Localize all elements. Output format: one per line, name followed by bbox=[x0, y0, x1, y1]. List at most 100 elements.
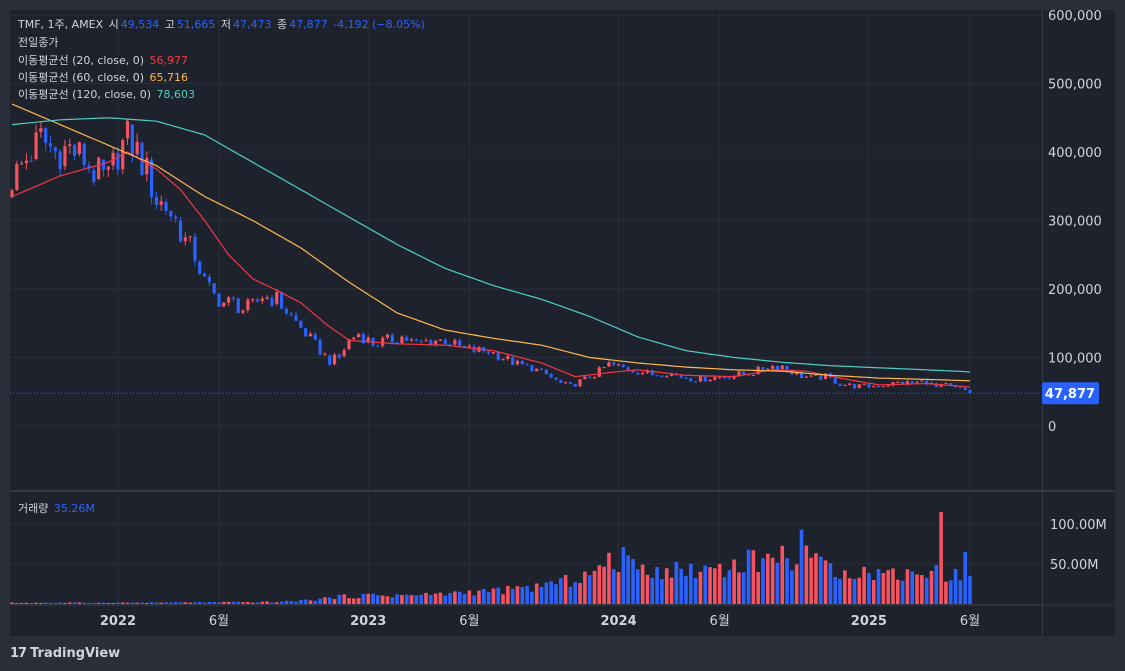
volume-bar bbox=[337, 594, 342, 604]
candle-body bbox=[255, 299, 260, 302]
volume-bar bbox=[140, 602, 144, 604]
volume-legend[interactable]: 거래량 35.26M bbox=[18, 502, 97, 516]
volume-bar bbox=[823, 560, 828, 604]
candle-body bbox=[53, 147, 57, 152]
volume-bar bbox=[660, 579, 664, 604]
candle-body bbox=[169, 211, 173, 217]
candle-body bbox=[270, 298, 274, 306]
volume-bar bbox=[650, 577, 655, 604]
candle-body bbox=[323, 353, 327, 355]
volume-bar bbox=[520, 587, 525, 604]
symbol-label[interactable]: TMF, 1주, AMEX bbox=[18, 18, 104, 31]
volume-bar bbox=[380, 595, 385, 604]
candle-body bbox=[631, 370, 635, 373]
candle-body bbox=[641, 373, 645, 375]
volume-bar bbox=[58, 602, 62, 604]
candle-body bbox=[174, 216, 178, 219]
volume-bar bbox=[510, 588, 515, 604]
candle-body bbox=[212, 283, 216, 294]
volume-bar bbox=[794, 564, 799, 604]
candle-body bbox=[279, 292, 284, 309]
candle-body bbox=[438, 339, 443, 341]
candle-body bbox=[125, 120, 130, 139]
candle-body bbox=[525, 364, 529, 366]
time-tick-label: 2022 bbox=[100, 614, 136, 629]
volume-bar bbox=[231, 601, 236, 604]
volume-bar bbox=[135, 602, 139, 604]
price-tick-label: 600,000 bbox=[1048, 9, 1102, 24]
volume-tick-label: 100.00M bbox=[1050, 518, 1107, 533]
volume-bar bbox=[611, 569, 616, 604]
volume-bar bbox=[780, 545, 785, 604]
volume-bar bbox=[881, 573, 886, 604]
volume-bar bbox=[895, 579, 900, 604]
volume-bar bbox=[39, 602, 43, 604]
candle-body bbox=[97, 157, 101, 180]
candle-body bbox=[24, 160, 29, 164]
candle-body bbox=[876, 386, 881, 388]
candle-body bbox=[742, 371, 746, 375]
candle-body bbox=[486, 351, 491, 354]
ma20-legend[interactable]: 이동평균선 (20, close, 0) 56,977 bbox=[18, 54, 190, 68]
price-axis-pane bbox=[1043, 10, 1115, 636]
price-tick-label: 100,000 bbox=[1048, 352, 1102, 367]
volume-bar bbox=[250, 602, 255, 604]
candle-body bbox=[34, 132, 38, 160]
candle-body bbox=[616, 364, 621, 366]
candle-body bbox=[414, 339, 418, 341]
volume-bar bbox=[212, 601, 216, 604]
volume-bar bbox=[284, 600, 289, 604]
candle-body bbox=[708, 379, 712, 382]
volume-bar bbox=[34, 602, 38, 604]
volume-bar bbox=[814, 553, 818, 604]
candle-body bbox=[511, 357, 515, 365]
candle-body bbox=[265, 297, 269, 299]
candle-body bbox=[799, 372, 804, 378]
volume-bar bbox=[900, 580, 905, 604]
candle-body bbox=[852, 384, 857, 389]
volume-bar bbox=[236, 601, 241, 604]
candle-body bbox=[698, 375, 703, 382]
candle-body bbox=[231, 297, 236, 299]
volume-bar bbox=[867, 572, 871, 604]
volume-bar bbox=[554, 584, 558, 604]
candle-body bbox=[901, 381, 905, 385]
candle-body bbox=[443, 340, 447, 345]
volume-bar bbox=[448, 593, 452, 604]
candle-body bbox=[106, 166, 110, 170]
volume-bar bbox=[48, 602, 53, 604]
volume-bar bbox=[87, 602, 91, 604]
candle-body bbox=[308, 333, 313, 337]
candle-body bbox=[246, 299, 250, 310]
volume-bar bbox=[886, 570, 890, 604]
volume-bar bbox=[563, 574, 568, 604]
candle-body bbox=[82, 144, 86, 165]
candle-body bbox=[496, 352, 500, 360]
candle-body bbox=[910, 381, 914, 383]
ma60-legend[interactable]: 이동평균선 (60, close, 0) 65,716 bbox=[18, 71, 190, 85]
candle-body bbox=[284, 309, 289, 314]
candle-body bbox=[819, 375, 823, 380]
candle-body bbox=[395, 342, 399, 344]
candle-body bbox=[857, 384, 861, 388]
candle-body bbox=[780, 365, 784, 370]
volume-bar bbox=[862, 566, 866, 604]
ma120-legend[interactable]: 이동평균선 (120, close, 0) 78,603 bbox=[18, 88, 197, 102]
candle-body bbox=[385, 334, 390, 338]
volume-bar bbox=[159, 602, 164, 604]
volume-bar bbox=[429, 594, 433, 604]
volume-bar bbox=[303, 599, 308, 604]
prev-close-legend[interactable]: 전일종가 bbox=[18, 36, 59, 49]
candle-body bbox=[48, 143, 53, 147]
volume-bar bbox=[525, 586, 529, 604]
volume-bar bbox=[597, 565, 602, 604]
volume-bar bbox=[958, 580, 963, 604]
candle-body bbox=[72, 145, 77, 156]
volume-bar bbox=[207, 602, 212, 604]
volume-bar bbox=[607, 552, 611, 604]
tradingview-logo[interactable]: 17 TradingView bbox=[10, 646, 120, 661]
candle-body bbox=[872, 385, 876, 388]
volume-bar bbox=[708, 567, 712, 604]
candle-body bbox=[915, 381, 919, 383]
